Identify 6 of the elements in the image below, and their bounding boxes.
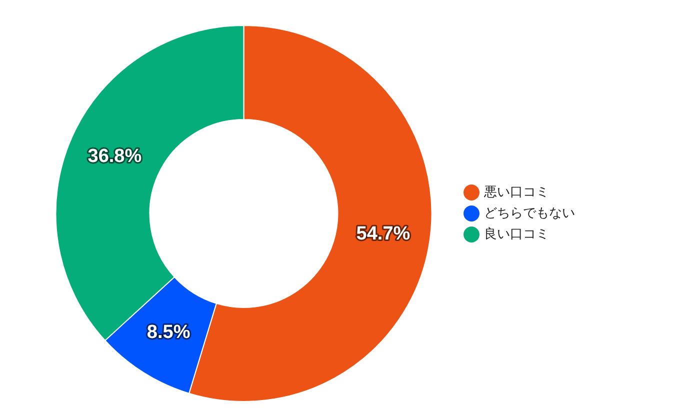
legend-label: 悪い口コミ bbox=[483, 184, 549, 200]
data-label: 54.7% bbox=[356, 223, 410, 244]
data-label: 8.5% bbox=[146, 322, 190, 344]
legend-label: どちらでもない bbox=[484, 206, 575, 221]
data-label: 36.8% bbox=[88, 146, 142, 167]
legend-label: 良い口コミ bbox=[484, 226, 549, 242]
